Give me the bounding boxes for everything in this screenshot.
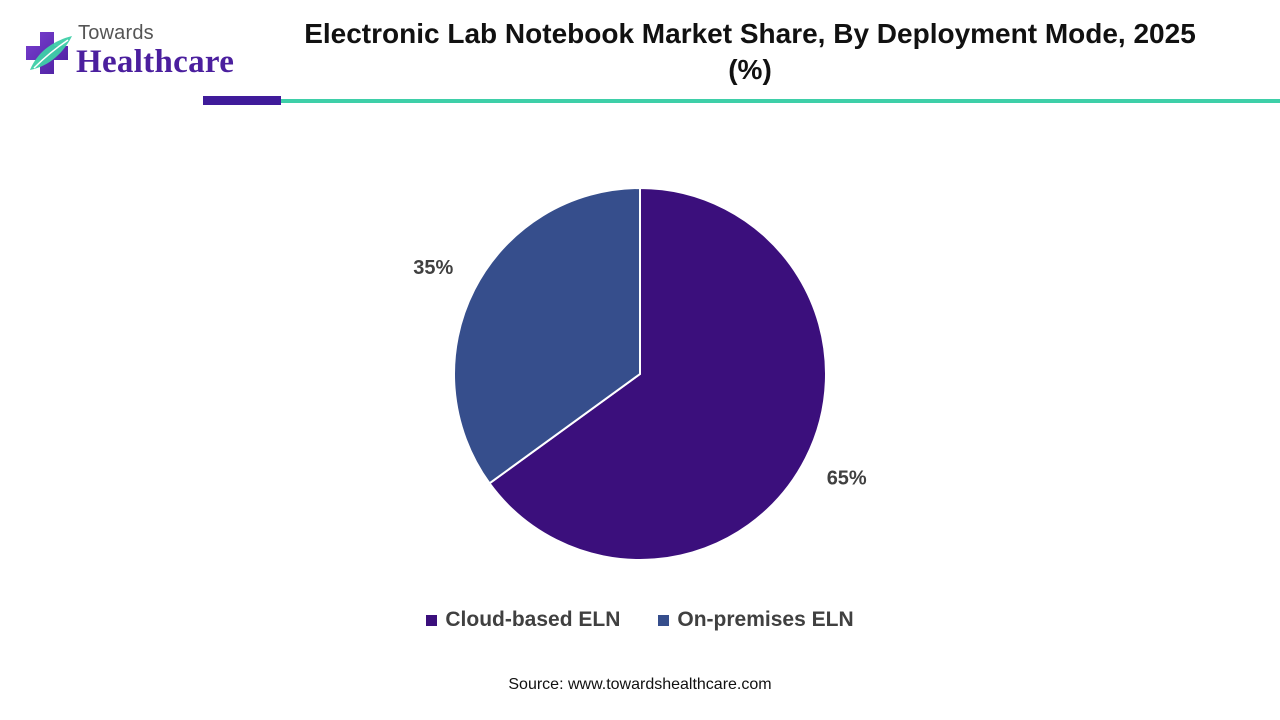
chart-legend: Cloud-based ELN On-premises ELN <box>0 608 1280 632</box>
legend-label-cloud: Cloud-based ELN <box>445 608 621 631</box>
logo-bottom-text: Healthcare <box>76 44 235 80</box>
pie-slice-cloud-based-eln <box>488 186 827 561</box>
medical-cross-leaf-icon <box>26 32 72 74</box>
logo-top-text: Towards <box>78 22 154 44</box>
header-divider-line <box>281 99 1280 103</box>
data-label-cloud-based-eln: 65% <box>827 468 867 490</box>
legend-swatch-cloud <box>426 614 438 626</box>
source-note: Source: www.towardshealthcare.com <box>508 676 772 693</box>
chart-title: Electronic Lab Notebook Market Share, By… <box>304 18 1196 85</box>
logo: Towards Healthcare <box>20 22 260 84</box>
legend-item-cloud: Cloud-based ELN <box>426 608 620 632</box>
legend-swatch-on-premises <box>658 614 670 626</box>
pie-slice-on-premises-eln <box>453 186 641 485</box>
legend-label-on-premises: On-premises ELN <box>677 608 854 631</box>
legend-item-on-premises: On-premises ELN <box>658 608 854 632</box>
header-accent-bar <box>203 96 281 105</box>
data-label-on-premises-eln: 35% <box>413 257 453 279</box>
